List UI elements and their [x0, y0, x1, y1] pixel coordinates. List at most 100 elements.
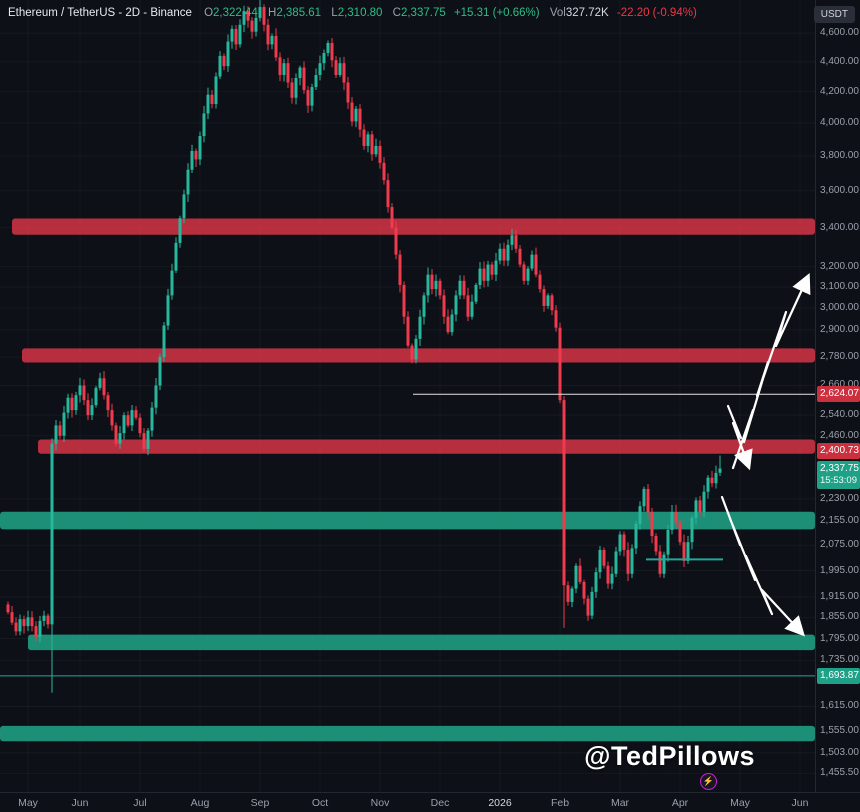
candle — [46, 613, 50, 629]
candle — [478, 261, 482, 289]
candle — [110, 403, 114, 431]
price-tick: 1,795.00 — [820, 632, 859, 644]
candle — [82, 379, 86, 406]
candle — [582, 579, 586, 605]
breakout-up-arrow[interactable] — [731, 273, 811, 470]
price-tick: 2,540.00 — [820, 409, 859, 421]
resistance-zone-2780[interactable] — [22, 348, 815, 363]
current-price-badge: 2,337.75 15:53:09 — [817, 460, 860, 489]
price-tick: 1,995.00 — [820, 564, 859, 576]
grid-layer — [0, 0, 815, 792]
candle — [6, 601, 10, 615]
candle — [158, 353, 162, 391]
candle — [182, 189, 186, 223]
candle — [666, 524, 670, 562]
time-tick: Feb — [550, 797, 570, 809]
candle — [246, 6, 250, 28]
open-value: 2,322.44 — [213, 7, 258, 19]
time-tick: Nov — [370, 797, 390, 809]
candle — [658, 545, 662, 578]
candle — [590, 586, 594, 619]
candle — [138, 413, 142, 438]
candle — [274, 28, 278, 61]
price-axis[interactable]: 4,600.00 4,400.00 4,200.00 4,000.00 3,800.00… — [815, 0, 860, 792]
time-axis[interactable]: May Jun Jul Aug Sep Oct Nov Dec 2026 Feb Mar Apr May… — [0, 792, 860, 812]
candle — [146, 427, 150, 456]
watermark-handle: @TedPillows — [584, 741, 755, 771]
candle — [178, 215, 182, 248]
support-zone-2155[interactable] — [0, 511, 815, 530]
time-tick: Oct — [311, 797, 329, 809]
time-tick: May — [18, 797, 38, 809]
candle — [98, 372, 102, 391]
candle — [618, 531, 622, 556]
candle — [606, 561, 610, 589]
candle — [194, 148, 198, 168]
candle — [642, 486, 646, 512]
time-tick: Mar — [610, 797, 630, 809]
time-tick: Sep — [250, 797, 270, 809]
price-tick: 1,735.00 — [820, 654, 859, 666]
price-tick: 2,460.00 — [820, 429, 859, 441]
price-tick: 1,555.00 — [820, 724, 859, 736]
time-tick: Apr — [671, 797, 689, 809]
candle — [230, 25, 234, 49]
high-label: H — [268, 7, 277, 19]
breakdown-arrow[interactable] — [720, 495, 805, 637]
candle — [610, 566, 614, 590]
candle — [38, 615, 42, 643]
candle — [102, 370, 106, 400]
candle — [694, 497, 698, 525]
low-value: 2,310.80 — [337, 7, 383, 19]
candle — [562, 396, 566, 628]
candle — [622, 531, 626, 557]
resistance-zone-3400[interactable] — [12, 218, 815, 235]
price-tick: 2,075.00 — [820, 539, 859, 551]
resistance-zone-2400[interactable] — [38, 439, 815, 454]
candle — [238, 19, 242, 48]
currency-badge[interactable]: USDT — [813, 6, 855, 23]
candle — [330, 37, 334, 68]
candle — [626, 542, 630, 582]
candle — [406, 311, 410, 348]
price-chart-canvas[interactable] — [0, 0, 815, 792]
time-tick: Dec — [430, 797, 450, 809]
candle — [630, 544, 634, 579]
time-tick: Jun — [791, 797, 809, 809]
candle — [162, 322, 166, 362]
pullback-arrow[interactable] — [726, 404, 753, 471]
price-tick: 2,900.00 — [820, 323, 859, 335]
candle — [698, 496, 702, 517]
candle — [654, 533, 658, 556]
candle — [390, 203, 394, 230]
support-zone-1795[interactable] — [28, 634, 815, 651]
candle — [126, 411, 130, 428]
lightning-badge-icon: ⚡ — [700, 773, 717, 790]
price-tick: 3,400.00 — [820, 221, 859, 233]
candle — [190, 144, 194, 174]
candle — [150, 402, 154, 437]
chart-plot-area[interactable]: Ethereum / TetherUS - 2D - Binance O2,32… — [0, 0, 815, 792]
candle — [574, 563, 578, 594]
candle — [670, 504, 674, 535]
candle — [374, 138, 378, 158]
candle — [418, 309, 422, 346]
support-zone-1555[interactable] — [0, 725, 815, 742]
candle — [106, 391, 110, 418]
candle — [306, 86, 310, 113]
candle — [718, 455, 722, 477]
symbol-title[interactable]: Ethereum / TetherUS - 2D - Binance — [8, 7, 192, 19]
candle — [266, 18, 270, 51]
candle — [218, 51, 222, 80]
candle — [382, 157, 386, 185]
candle — [214, 72, 218, 109]
candle — [614, 546, 618, 577]
candle — [378, 140, 382, 169]
candle — [62, 405, 66, 443]
candle — [30, 611, 34, 632]
price-tick: 4,200.00 — [820, 85, 859, 97]
candle — [434, 274, 438, 297]
candle — [154, 378, 158, 415]
candle — [294, 73, 298, 105]
symbol-legend[interactable]: Ethereum / TetherUS - 2D - Binance O2,32… — [8, 7, 697, 19]
